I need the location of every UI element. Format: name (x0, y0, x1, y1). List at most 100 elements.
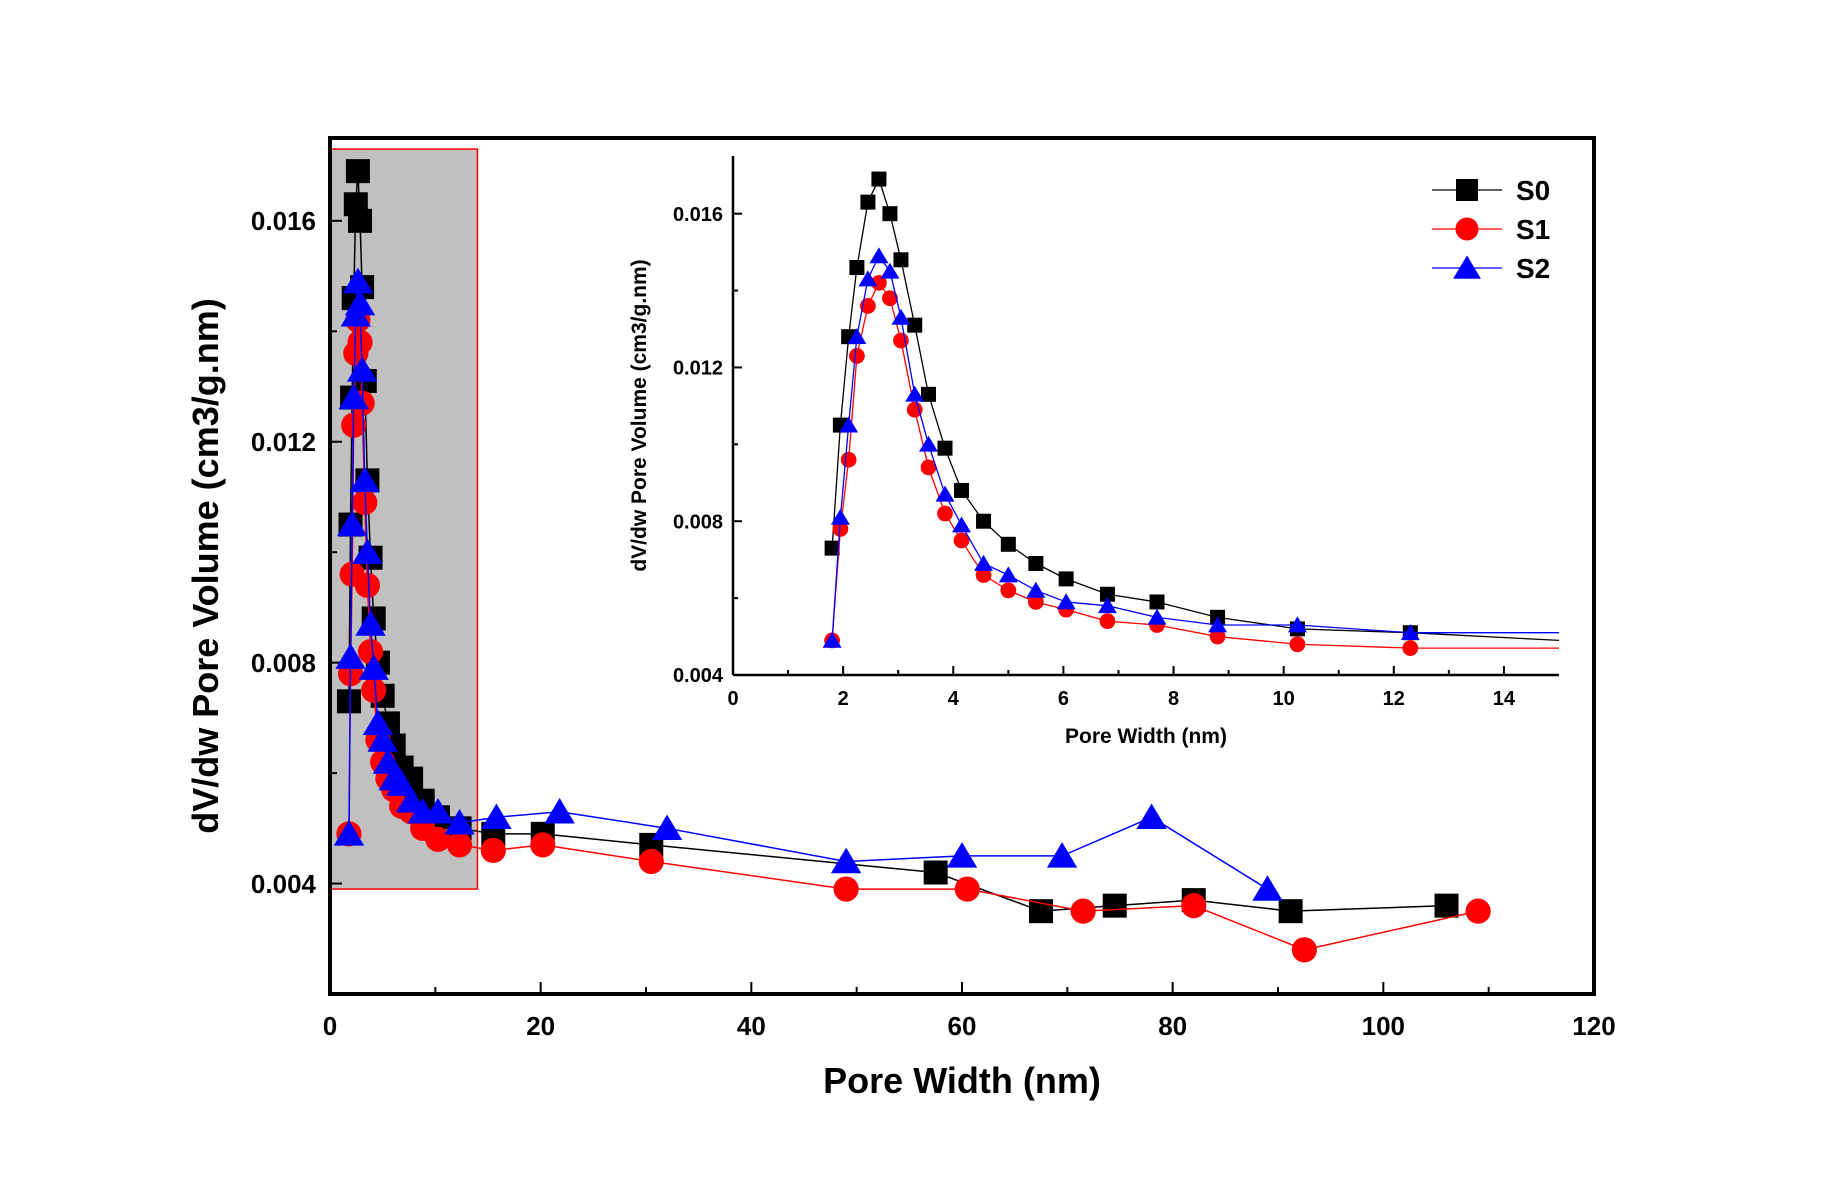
main-point-s2 (344, 289, 376, 316)
inset-point-s2 (1097, 597, 1117, 614)
inset-x-tick-label: 14 (1493, 688, 1516, 710)
main-point-s2 (422, 797, 454, 824)
legend-label-s0: S0 (1516, 175, 1550, 206)
inset-y-tick-label: 0.012 (673, 358, 723, 380)
main-point-s0 (1278, 899, 1303, 924)
inset-point-s1 (920, 459, 937, 476)
main-point-s2 (651, 814, 683, 841)
inset-point-s0 (882, 206, 898, 222)
inset-point-s0 (976, 513, 992, 529)
inset-y-axis-title: dV/dw Pore Volume (cm3/g.nm) (628, 259, 651, 571)
inset-x-axis-title: Pore Width (nm) (1065, 725, 1227, 748)
main-point-s2 (372, 748, 404, 774)
inset-point-s0 (893, 252, 909, 268)
inset-point-s1 (840, 451, 857, 468)
inset-point-s1 (1000, 582, 1017, 599)
main-point-s1 (347, 329, 373, 355)
inset-point-s2 (935, 485, 955, 502)
inset-plot: 0 2 4 6 8 10 12 14 0.004 0.008 0.012 0.016 Pore Widt… (628, 156, 1560, 748)
inset-point-s1 (1027, 594, 1044, 610)
inset-point-s2 (880, 262, 900, 279)
main-point-s1 (357, 639, 384, 665)
inset-point-s0 (937, 440, 953, 456)
inset-point-s0 (907, 317, 923, 333)
inset-point-s2 (869, 247, 889, 264)
main-point-s2 (481, 803, 512, 830)
inset-x-tick-label: 10 (1273, 688, 1295, 710)
inset-x-tick-label: 12 (1383, 688, 1405, 710)
main-point-s1 (1070, 898, 1096, 924)
main-point-s1 (425, 826, 451, 852)
inset-point-s1 (1289, 636, 1306, 653)
inset-point-s0 (1028, 556, 1044, 572)
main-point-s1 (638, 848, 664, 875)
main-y-tick-label: 0.016 (251, 206, 316, 236)
main-point-s2 (386, 770, 417, 796)
inset-point-s0 (920, 386, 936, 402)
main-point-s2 (946, 842, 978, 868)
inset-point-s1 (953, 532, 970, 549)
legend-marker-s1 (1455, 217, 1479, 241)
inset-point-s2 (858, 270, 878, 287)
inset-point-s0 (1099, 586, 1115, 602)
inset-y-tick-label: 0.004 (673, 665, 724, 687)
inset-point-s2 (1287, 616, 1307, 633)
main-point-s2 (333, 820, 365, 846)
main-point-s2 (830, 847, 862, 874)
main-y-tick-label: 0.012 (251, 427, 316, 457)
inset-point-s2 (974, 554, 994, 571)
main-point-s2 (338, 383, 369, 410)
main-point-s2 (1046, 842, 1078, 868)
main-point-s1 (1291, 937, 1317, 963)
inset-point-s0 (860, 194, 876, 210)
main-plot: 0 20 40 60 80 100 1200.0040.0080.0120.016Pore … (185, 136, 1616, 1101)
main-x-tick-label: 40 (737, 1011, 766, 1041)
inset-point-s1 (975, 567, 992, 583)
inset-point-s2 (952, 516, 972, 533)
inset-x-tick-label: 8 (1168, 688, 1179, 710)
main-point-s2 (444, 809, 475, 835)
legend-marker-s0 (1456, 179, 1478, 201)
inset-point-s2 (1208, 616, 1228, 633)
inset-point-s0 (1149, 594, 1165, 610)
inset-point-s1 (849, 348, 865, 364)
inset-point-s2 (822, 631, 842, 648)
main-series-line-s0 (348, 171, 1447, 912)
inset-point-s0 (954, 482, 970, 498)
main-y-axis-title: dV/dw Pore Volume (cm3/g.nm) (185, 298, 226, 833)
inset-point-s2 (839, 416, 859, 433)
main-x-tick-label: 120 (1572, 1011, 1615, 1041)
inset-series-line-s1 (831, 281, 1559, 649)
inset-x-tick-label: 0 (727, 688, 738, 710)
main-point-s2 (355, 610, 386, 636)
main-point-s0 (923, 860, 948, 885)
inset-point-s1 (937, 505, 953, 522)
legend-marker-s2 (1453, 255, 1481, 279)
inset-point-s2 (847, 328, 867, 345)
main-point-s1 (530, 832, 556, 858)
main-point-s1 (361, 677, 387, 703)
main-point-s0 (336, 689, 361, 714)
inset-point-s2 (1147, 608, 1167, 625)
main-point-s2 (1252, 875, 1283, 901)
main-x-axis-title: Pore Width (nm) (823, 1060, 1101, 1101)
main-point-s1 (1181, 893, 1207, 919)
main-point-s1 (954, 876, 980, 902)
main-y-tick-label: 0.004 (251, 869, 317, 899)
main-series-line-s2 (348, 281, 1268, 890)
inset-x-tick-label: 2 (838, 688, 849, 710)
main-point-s0 (1102, 893, 1127, 918)
main-point-s1 (480, 837, 506, 864)
main-point-s1 (354, 572, 380, 598)
inset-point-s2 (1400, 624, 1420, 641)
inset-x-tick-label: 4 (948, 688, 960, 710)
inset-point-s0 (1058, 571, 1074, 587)
main-point-s1 (446, 832, 473, 858)
inset-point-s2 (998, 566, 1018, 583)
inset-point-s0 (849, 259, 865, 275)
main-x-tick-label: 20 (526, 1011, 555, 1041)
main-point-s1 (352, 489, 378, 516)
main-point-s2 (336, 510, 368, 537)
inset-point-s2 (891, 308, 911, 325)
